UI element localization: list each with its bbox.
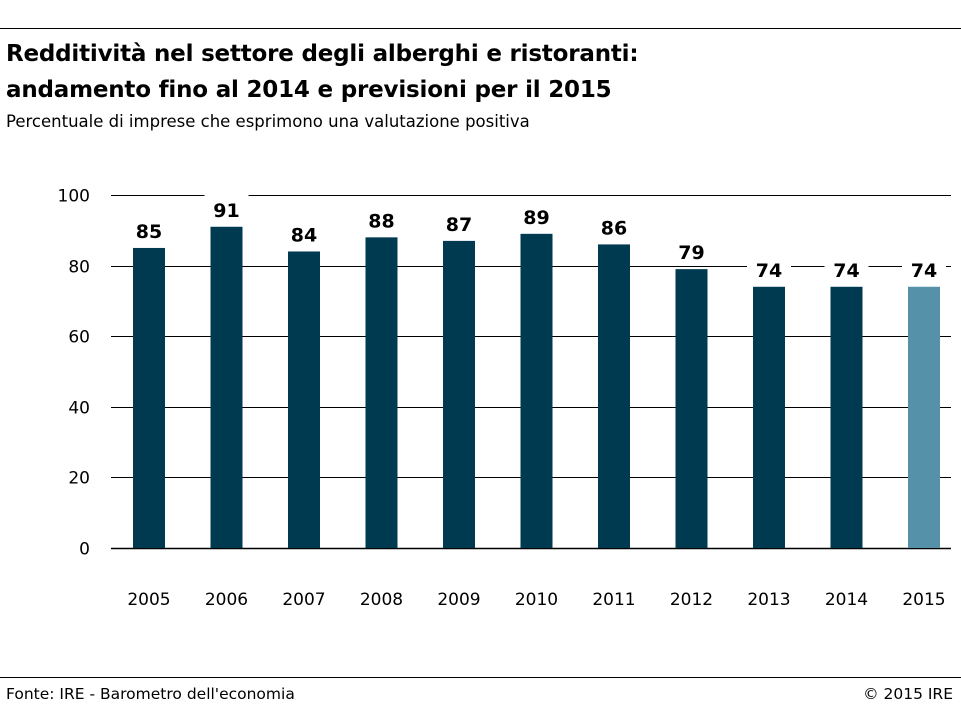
data-label-backing <box>669 237 714 266</box>
bar-2008 <box>365 237 398 549</box>
data-label-2009: 87 <box>446 214 472 236</box>
y-tick-label: 20 <box>68 469 90 489</box>
bar-chart: 0 20 40 60 80 100 85 91 84 88 87 89 86 79 74 74 74 2005… <box>58 187 951 610</box>
data-label-backing <box>437 208 481 237</box>
bar-2011 <box>598 244 630 549</box>
y-tick-label: 100 <box>58 187 90 207</box>
data-label-2014: 74 <box>833 260 859 282</box>
data-label-2015: 74 <box>911 260 937 282</box>
data-label-backing <box>824 254 869 283</box>
bar-2015 <box>908 286 940 548</box>
data-label-backing <box>902 254 946 283</box>
data-label-2007: 84 <box>291 224 317 246</box>
x-axis-tick-labels: 2005 2006 2007 2008 2009 2010 2011 2012 2013 2014… <box>127 590 945 610</box>
x-tick-label-2011: 2011 <box>592 590 635 610</box>
bottom-rule <box>0 677 961 678</box>
bar-2013 <box>753 286 785 548</box>
y-tick-label: 80 <box>68 258 90 278</box>
bar-2014 <box>830 286 863 548</box>
y-tick-label: 60 <box>68 328 90 348</box>
copyright-note: © 2015 IRE <box>863 685 953 703</box>
x-tick-label-2008: 2008 <box>360 590 403 610</box>
data-label-2010: 89 <box>523 207 549 229</box>
bar-2009 <box>443 240 475 548</box>
data-label-backing <box>127 215 171 244</box>
x-tick-label-2007: 2007 <box>282 590 325 610</box>
data-label-backing <box>592 212 636 241</box>
chart-title-line-2: andamento fino al 2014 e previsioni per … <box>6 77 612 103</box>
data-label-2012: 79 <box>678 242 704 264</box>
data-label-2011: 86 <box>601 217 627 239</box>
data-label-backing <box>204 194 249 223</box>
y-tick-label: 0 <box>79 540 90 560</box>
x-tick-label-2010: 2010 <box>515 590 558 610</box>
chart-title: Redditività nel settore degli alberghi e… <box>6 36 946 108</box>
x-tick-label-2006: 2006 <box>205 590 248 610</box>
source-note: Fonte: IRE - Barometro dell'economia <box>6 685 295 703</box>
chart-subtitle: Percentuale di imprese che esprimono una… <box>6 112 530 131</box>
data-label-2006: 91 <box>213 200 239 222</box>
bar-2007 <box>288 251 320 548</box>
x-tick-label-2015: 2015 <box>902 590 945 610</box>
bar-2005 <box>133 247 165 548</box>
bars <box>133 226 940 549</box>
bar-2012 <box>675 269 708 548</box>
chart-title-line-1: Redditività nel settore degli alberghi e… <box>6 41 639 67</box>
data-label-backing <box>514 201 559 230</box>
data-labels: 85 91 84 88 87 89 86 79 74 74 74 <box>127 194 946 283</box>
x-tick-label-2014: 2014 <box>825 590 868 610</box>
data-label-backing <box>747 254 791 283</box>
y-tick-label: 40 <box>68 399 90 419</box>
bar-2010 <box>520 233 553 548</box>
data-label-backing <box>282 219 326 248</box>
x-tick-label-2005: 2005 <box>127 590 170 610</box>
bar-2006 <box>210 226 243 548</box>
x-tick-label-2013: 2013 <box>747 590 790 610</box>
y-axis-tick-labels: 0 20 40 60 80 100 <box>58 187 90 560</box>
data-label-2013: 74 <box>756 260 782 282</box>
data-label-backing <box>359 205 404 234</box>
top-rule <box>0 28 961 29</box>
x-tick-label-2009: 2009 <box>437 590 480 610</box>
data-label-2008: 88 <box>368 210 394 232</box>
x-tick-label-2012: 2012 <box>670 590 713 610</box>
data-label-2005: 85 <box>136 221 162 243</box>
